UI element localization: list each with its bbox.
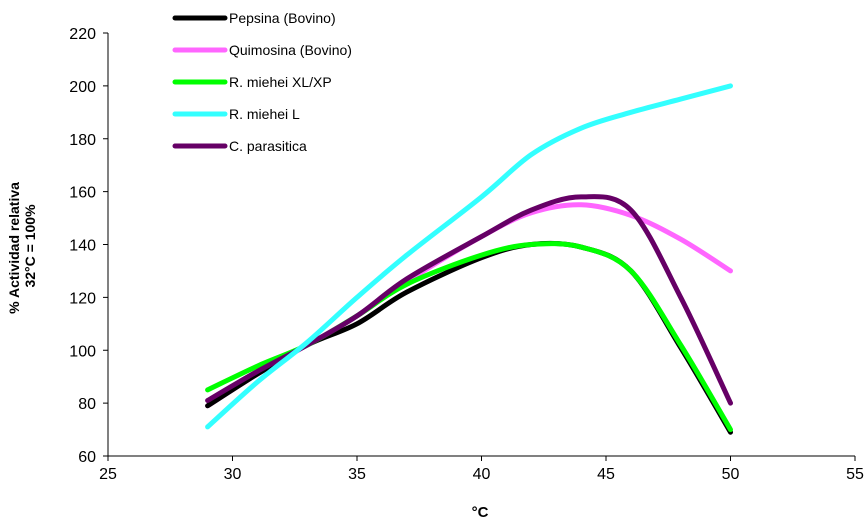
y-axis-title: % Actividad relativa 32°C = 100% xyxy=(6,178,38,314)
legend-label-r-miehei-xl-xp: R. miehei XL/XP xyxy=(229,74,332,90)
y-tick-label: 220 xyxy=(69,26,96,43)
x-tick-label: 35 xyxy=(348,466,366,483)
y-tick-label: 140 xyxy=(69,238,96,255)
y-tick-label: 60 xyxy=(78,449,96,466)
legend-label-pepsina-bovino: Pepsina (Bovino) xyxy=(229,10,336,26)
axes: 60 80 100 120 140 160 180 200 220 25 30 35 40 45 50 55 xyxy=(69,26,864,483)
x-tick-label: 55 xyxy=(846,466,864,483)
series-line-r-miehei-xl-xp xyxy=(205,241,733,433)
y-tick-label: 160 xyxy=(69,185,96,202)
x-tick-label: 30 xyxy=(224,466,242,483)
x-tick-label: 50 xyxy=(722,466,740,483)
y-axis-title-line-2: 32°C = 100% xyxy=(22,204,38,288)
legend-label-r-miehei-l: R. miehei L xyxy=(229,106,300,122)
y-tick-label: 100 xyxy=(69,343,96,360)
legend-label-quimosina-bovino: Quimosina (Bovino) xyxy=(229,42,352,58)
series-line-r-miehei-l xyxy=(205,83,733,430)
y-tick-label: 180 xyxy=(69,132,96,149)
legend: Pepsina (Bovino) Quimosina (Bovino) R. mie… xyxy=(172,10,352,154)
series-lines xyxy=(205,83,733,435)
x-tick-label: 45 xyxy=(597,466,615,483)
x-tick-label: 40 xyxy=(473,466,491,483)
y-axis-title-line-1: % Actividad relativa xyxy=(6,182,22,314)
y-tick-label: 120 xyxy=(69,290,96,307)
series-line-quimosina-bovino xyxy=(205,202,733,409)
legend-label-c-parasitica: C. parasitica xyxy=(229,138,307,154)
x-axis-title: °C xyxy=(472,504,489,521)
series-line-pepsina-bovino xyxy=(205,240,733,435)
x-tick-label: 25 xyxy=(99,466,117,483)
y-tick-label: 80 xyxy=(78,396,96,413)
y-tick-label: 200 xyxy=(69,79,96,96)
